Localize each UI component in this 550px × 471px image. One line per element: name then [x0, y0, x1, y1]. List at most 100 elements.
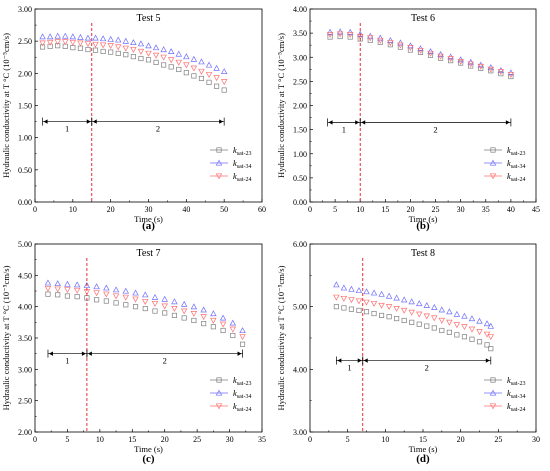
legend-marker — [216, 377, 222, 383]
y-tick-label: 3.00 — [293, 53, 307, 62]
x-tick-label: 0 — [308, 205, 312, 214]
data-point — [191, 317, 197, 324]
data-point — [151, 293, 159, 300]
data-point — [107, 43, 114, 50]
data-point — [348, 306, 354, 312]
region-1-arrowhead-left — [43, 119, 48, 124]
region-1-arrowhead-left — [328, 120, 333, 125]
chart-panel-2: 0 5 10 15 20 25 30 35 40 45 0.00 0.50 1.00 1.50 2.00 2.… — [276, 5, 540, 232]
data-point — [162, 310, 168, 316]
data-point — [447, 56, 454, 63]
data-point — [454, 332, 460, 338]
region-1-arrowhead-right — [81, 351, 86, 356]
region-2-arrowhead-right — [219, 119, 224, 124]
data-point — [461, 334, 467, 340]
plot-frame — [309, 8, 537, 203]
data-point — [132, 289, 139, 296]
data-point — [461, 312, 468, 319]
data-point — [487, 334, 495, 341]
data-point — [347, 34, 353, 40]
y-tick-label: 4.00 — [18, 303, 32, 312]
data-point — [92, 47, 99, 53]
data-point — [448, 58, 454, 64]
data-point — [210, 317, 217, 324]
data-point — [183, 70, 189, 76]
data-point — [210, 324, 216, 330]
data-point — [370, 300, 378, 307]
data-point — [100, 48, 106, 55]
data-point — [393, 294, 400, 301]
legend-label: ksat-24 — [507, 401, 525, 413]
data-point — [397, 39, 404, 46]
x-tick-label: 35 — [258, 435, 266, 444]
legend-label: ksat-23 — [507, 145, 525, 157]
data-point — [476, 339, 483, 345]
plot-frame — [34, 8, 263, 203]
legend-marker — [215, 159, 223, 166]
data-point — [438, 306, 446, 313]
data-point — [416, 300, 423, 307]
data-point — [39, 33, 46, 40]
data-point — [180, 308, 188, 315]
data-point — [427, 50, 434, 57]
legend-marker — [216, 147, 222, 153]
y-tick-label: 2.00 — [293, 102, 307, 111]
data-point — [377, 37, 384, 44]
data-point — [357, 36, 363, 42]
data-point — [160, 54, 167, 61]
data-point — [498, 71, 504, 77]
region-label: 2 — [163, 356, 167, 366]
x-tick-label: 45 — [532, 205, 540, 214]
data-point — [336, 28, 344, 35]
data-point — [55, 292, 61, 298]
data-point — [453, 310, 461, 317]
data-point — [407, 45, 414, 51]
data-point — [198, 58, 205, 65]
data-point — [229, 326, 237, 333]
y-tick-label: 5.00 — [293, 303, 307, 312]
data-point — [385, 292, 393, 299]
data-point — [378, 302, 385, 309]
data-point — [200, 314, 207, 321]
x-tick-label: 0 — [33, 205, 37, 214]
panel-caption: (a) — [142, 220, 155, 232]
data-point — [191, 73, 197, 79]
y-tick-label: 0.00 — [18, 198, 32, 207]
panel-caption: (b) — [416, 220, 430, 232]
legend-label: ksat-34 — [233, 158, 251, 170]
data-point — [167, 57, 175, 64]
x-tick-label: 5 — [333, 205, 337, 214]
panel-title: Test 8 — [411, 248, 435, 259]
data-point — [130, 54, 136, 60]
series-k-sat-23 — [333, 304, 494, 352]
data-point — [74, 294, 80, 300]
data-point — [239, 334, 246, 341]
series-k-sat-34 — [39, 32, 228, 74]
series-k-sat-34 — [333, 281, 495, 329]
x-tick-label: 30 — [226, 435, 234, 444]
data-point — [55, 43, 61, 49]
plot-frame — [34, 243, 263, 433]
data-point — [497, 69, 505, 76]
data-point — [181, 315, 187, 321]
data-point — [54, 280, 61, 287]
data-point — [340, 284, 348, 291]
data-point — [40, 44, 46, 50]
data-point — [69, 39, 77, 46]
y-tick-label: 2.50 — [18, 37, 32, 46]
data-point — [221, 87, 227, 93]
data-point — [446, 329, 452, 335]
data-point — [484, 342, 490, 348]
x-tick-label: 25 — [494, 435, 502, 444]
data-point — [483, 320, 491, 327]
data-point — [115, 50, 121, 56]
x-tick-label: 20 — [457, 435, 465, 444]
data-point — [77, 40, 84, 47]
legend-label: ksat-34 — [507, 388, 525, 400]
data-point — [229, 319, 237, 326]
data-point — [367, 35, 374, 42]
region-2-arrowhead-left — [361, 120, 366, 125]
y-tick-label: 3.00 — [18, 5, 32, 14]
data-point — [417, 49, 424, 55]
series-k-sat-23 — [40, 43, 227, 93]
